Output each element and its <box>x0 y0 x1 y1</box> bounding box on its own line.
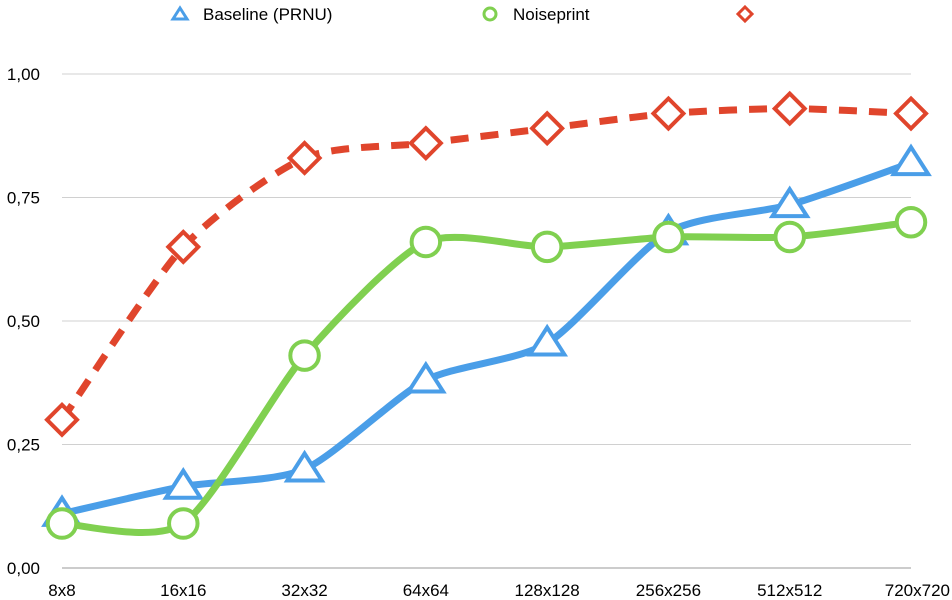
x-axis-tick-labels: 8x8 16x16 32x32 64x64 128x128 256x256 512x512 7… <box>48 581 950 600</box>
series-layer <box>41 90 932 540</box>
series-3 <box>44 90 929 438</box>
data-point-circle <box>530 230 564 264</box>
y-tick-label: 0,50 <box>7 312 40 331</box>
x-tick-label: 8x8 <box>48 581 75 600</box>
legend-marker-triangle <box>170 5 190 21</box>
legend-entry: Baseline (PRNU) <box>170 5 332 24</box>
data-point-diamond <box>286 140 323 176</box>
data-point-circle <box>652 220 685 254</box>
data-point-diamond <box>650 95 687 132</box>
data-point-diamond <box>408 125 444 161</box>
y-tick-label: 0,25 <box>7 436 40 455</box>
data-point-circle <box>409 225 443 259</box>
legend-marker-circle <box>482 6 498 22</box>
data-point-triangle <box>768 185 811 219</box>
y-tick-label: 0,00 <box>7 559 40 578</box>
data-point-diamond <box>165 229 202 265</box>
y-axis-tick-labels: 0,00 0,25 0,50 0,75 1,00 <box>7 65 40 578</box>
data-point-circle <box>45 507 79 540</box>
data-point-circle <box>288 339 321 372</box>
series-line <box>61 218 912 536</box>
data-point-triangle <box>404 360 447 394</box>
x-tick-label: 32x32 <box>281 581 327 600</box>
data-point-circle <box>894 205 928 239</box>
data-point-triangle <box>283 449 326 483</box>
x-tick-label: 512x512 <box>757 581 822 600</box>
x-tick-label: 256x256 <box>636 581 701 600</box>
data-point-diamond <box>771 90 808 127</box>
y-tick-label: 0,75 <box>7 189 40 208</box>
legend-entry: Noiseprint <box>482 5 590 24</box>
data-point-diamond <box>893 95 929 132</box>
grid-layer <box>62 73 911 569</box>
series-2 <box>45 205 928 540</box>
x-tick-label: 720x720 <box>885 581 950 600</box>
legend-entry <box>735 4 755 24</box>
data-point-circle <box>773 220 806 254</box>
data-point-circle <box>167 507 200 540</box>
legend: Baseline (PRNU) Noiseprint <box>170 4 755 24</box>
x-tick-label: 16x16 <box>160 581 206 600</box>
data-point-triangle <box>890 143 932 177</box>
series-line <box>59 105 912 422</box>
legend-label: Baseline (PRNU) <box>203 5 332 24</box>
x-tick-label: 64x64 <box>403 581 449 600</box>
data-point-triangle <box>526 323 569 357</box>
data-point-triangle <box>162 467 205 500</box>
data-point-diamond <box>44 401 80 438</box>
legend-label: Noiseprint <box>513 5 590 24</box>
y-tick-label: 1,00 <box>7 65 40 84</box>
x-tick-label: 128x128 <box>515 581 580 600</box>
data-point-diamond <box>529 110 565 147</box>
legend-marker-diamond <box>735 4 755 24</box>
series-1 <box>41 143 932 527</box>
